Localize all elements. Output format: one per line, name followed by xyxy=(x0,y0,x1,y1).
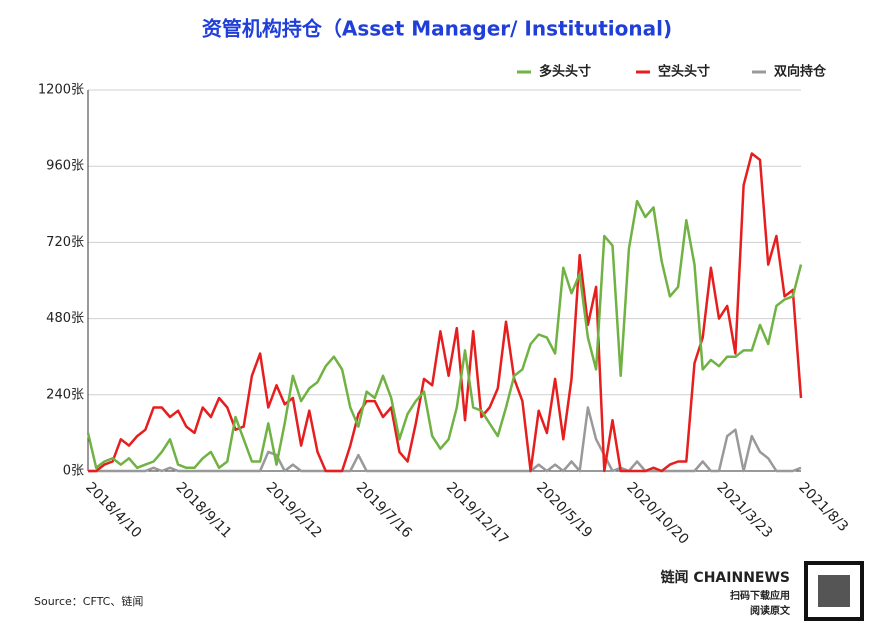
x-tick-label: 2021/3/23 xyxy=(713,479,775,541)
qr-code xyxy=(804,561,864,621)
legend-label: 多头头寸 xyxy=(539,64,591,80)
x-tick-label: 2018/9/11 xyxy=(172,479,234,541)
x-tick-label: 2021/8/3 xyxy=(795,479,851,535)
y-tick-label: 240张 xyxy=(46,387,84,402)
x-tick-label: 2019/12/17 xyxy=(443,479,511,547)
qr-code xyxy=(818,575,850,607)
y-tick-label: 1200张 xyxy=(38,83,84,98)
series-line xyxy=(88,152,803,473)
series-line xyxy=(88,406,802,473)
y-tick-label: 720张 xyxy=(46,235,84,250)
y-tick-label: 960张 xyxy=(46,159,84,174)
brand-line: 阅读原文 xyxy=(750,604,791,617)
legend-label: 双向持仓 xyxy=(774,64,827,80)
brand-name: 链闻 CHAINNEWS xyxy=(661,569,790,586)
brand-line: 扫码下载应用 xyxy=(730,589,790,602)
x-tick-label: 2018/4/10 xyxy=(82,479,144,541)
y-tick-label: 480张 xyxy=(46,311,84,326)
x-tick-label: 2019/7/16 xyxy=(353,479,415,541)
series-line xyxy=(86,199,803,470)
x-tick-label: 2020/5/19 xyxy=(533,479,595,541)
x-tick-label: 2020/10/20 xyxy=(623,479,691,547)
y-tick-label: 0张 xyxy=(63,464,84,479)
chart-title: 资管机构持仓（Asset Manager/ Institutional) xyxy=(202,17,672,41)
x-tick-label: 2019/2/12 xyxy=(263,479,325,541)
legend-label: 空头头寸 xyxy=(658,64,710,80)
source: Source：CFTC、链闻 xyxy=(34,594,143,608)
